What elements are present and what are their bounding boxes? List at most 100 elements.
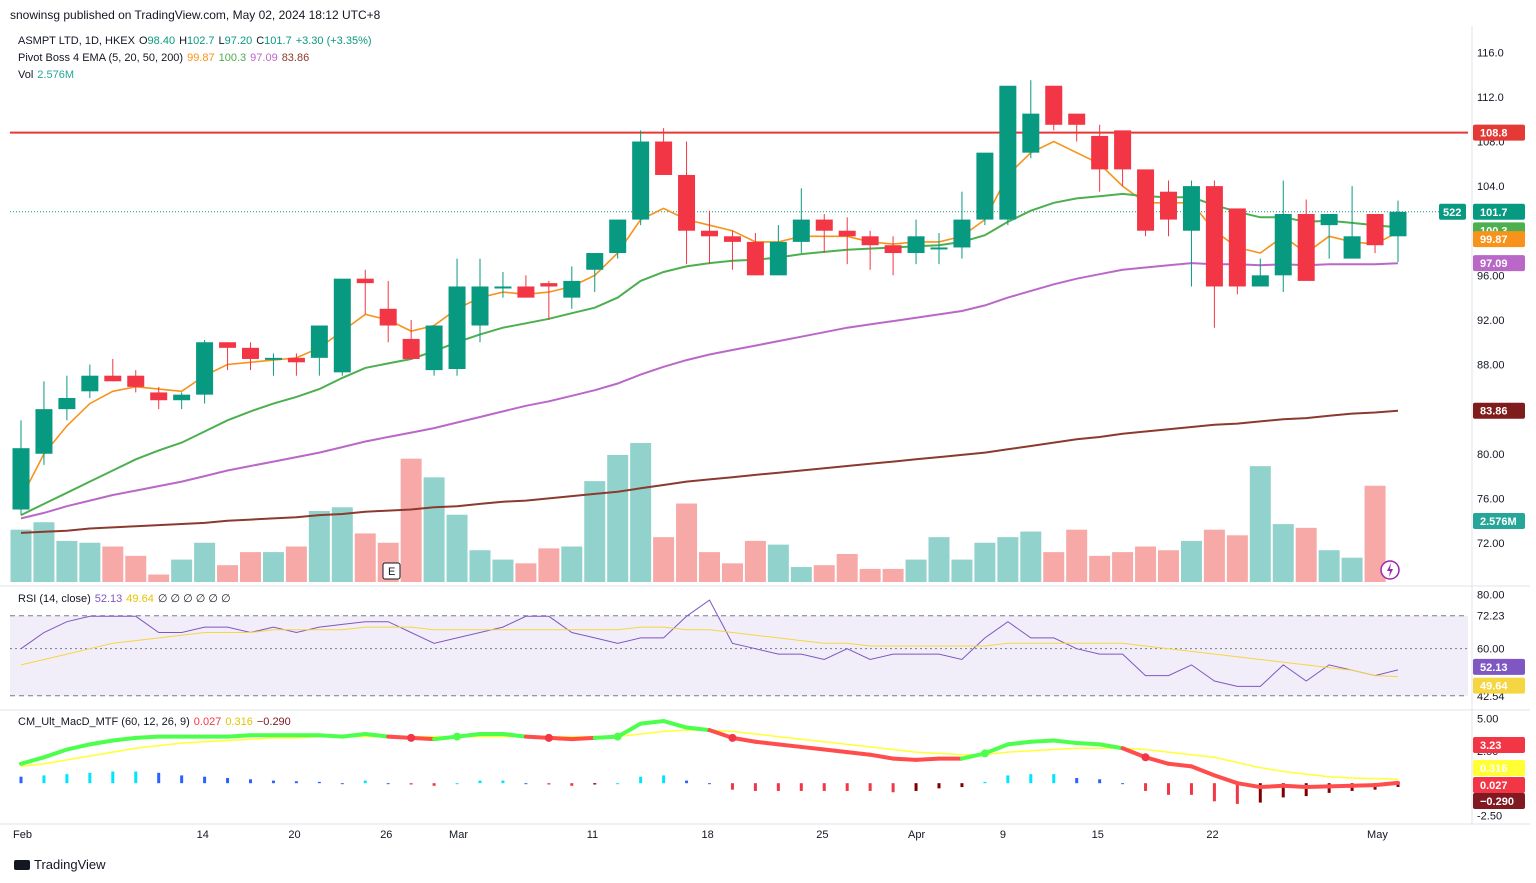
rsi-title[interactable]: RSI (14, close)	[18, 593, 91, 605]
candle-body	[701, 230, 718, 237]
candle-body	[678, 174, 696, 231]
ema200-line	[20, 409, 1399, 534]
candle-body	[1182, 186, 1200, 231]
volume-bar	[1226, 535, 1248, 582]
volume-badge: 2.576M	[1480, 516, 1517, 528]
macd-cross-dot	[980, 749, 989, 758]
rsi-value: 52.13	[94, 593, 123, 605]
candle-body	[35, 409, 53, 454]
date-tick-label: Mar	[449, 829, 468, 841]
volume-bar	[1364, 485, 1386, 582]
macd-histogram-bar	[501, 780, 505, 784]
candle-body	[1228, 208, 1246, 287]
rsi-tick-label-2: 60.00	[1477, 644, 1505, 656]
ema50-badge: 97.09	[1480, 258, 1508, 270]
candle-body	[563, 280, 581, 298]
macd-badge-b-bg	[1473, 760, 1525, 776]
macd-histogram-bar	[1098, 779, 1102, 784]
candle-body	[838, 230, 856, 237]
date-tick-label: 14	[197, 829, 209, 841]
ema200-badge: 83.86	[1480, 406, 1508, 418]
macd-histogram-bar	[249, 779, 252, 784]
vol-title[interactable]: Vol	[18, 69, 34, 81]
candle-body	[150, 392, 168, 401]
macd-histogram-bar	[432, 783, 436, 786]
volume-bar	[217, 565, 239, 582]
volume-bar	[607, 454, 629, 582]
candle-body	[1160, 191, 1177, 220]
volume-bar	[492, 559, 514, 582]
date-tick-label: 15	[1092, 829, 1104, 841]
candle-body	[815, 219, 833, 231]
macd-histogram-bar	[1258, 783, 1262, 803]
volume-bar	[1020, 531, 1042, 582]
symbol-label[interactable]: ASMPT LTD, 1D, HKEX	[18, 35, 135, 47]
price-legend: ASMPT LTD, 1D, HKEX O98.40 H102.7 L97.20 C10…	[18, 35, 376, 47]
macd-histogram-bar	[914, 783, 918, 791]
date-tick-label: 20	[288, 829, 300, 841]
candle-body	[1366, 214, 1384, 246]
macd-line-segment	[914, 756, 941, 762]
rsi-tick-label-0: 80.00	[1477, 590, 1505, 602]
volume-bar	[1341, 557, 1363, 582]
macd-histogram-bar	[593, 783, 597, 785]
macd-histogram-bar	[111, 771, 115, 784]
price-tick-label-6: 96.00	[1477, 270, 1505, 282]
macd-histogram-bar	[524, 783, 528, 785]
candle-body	[81, 375, 99, 392]
macd-histogram-bar	[386, 783, 390, 785]
macd-histogram-bar	[134, 771, 138, 784]
macd-histogram-bar	[616, 783, 620, 785]
volume-bar	[974, 542, 996, 582]
last-price-badge-bg	[1473, 203, 1525, 220]
macd-line-segment	[615, 721, 643, 739]
candle-body	[1343, 236, 1361, 259]
rsi-badge: 52.13	[1480, 662, 1508, 674]
macd-histogram-bar	[639, 776, 643, 784]
candle-body	[12, 448, 30, 510]
ema-title[interactable]: Pivot Boss 4 EMA (5, 20, 50, 200)	[18, 52, 184, 64]
candle-body	[976, 152, 994, 220]
volume-bar	[1295, 527, 1317, 582]
volume-bar	[790, 567, 812, 582]
macd-line-segment	[19, 755, 46, 766]
volume-bar	[285, 546, 307, 582]
price-tick-label-11: 116.0	[1477, 47, 1504, 59]
macd-line-segment	[500, 732, 528, 739]
volume-bar	[744, 540, 766, 582]
macd-title[interactable]: CM_Ult_MacD_MTF (60, 12, 26, 9)	[18, 716, 190, 728]
candle-body	[907, 236, 925, 254]
macd-histogram-bar	[1006, 775, 1010, 784]
macd-cross-dot	[453, 732, 462, 741]
change-value: +3.30 (+3.35%)	[295, 35, 372, 47]
high-label: H	[179, 35, 188, 47]
macd-line-segment	[707, 728, 735, 740]
volume-bar	[79, 542, 101, 582]
brand-footer: TradingView	[14, 857, 106, 872]
macd-line-segment	[41, 747, 69, 760]
macd-line-segment	[133, 734, 161, 740]
volume-bar	[538, 548, 560, 582]
date-tick-label: 25	[816, 829, 828, 841]
volume-bar	[1043, 552, 1065, 582]
candle-body	[746, 241, 764, 276]
macd-histogram-bar	[547, 783, 551, 785]
volume-bar	[1180, 540, 1202, 582]
macd-histogram-bar	[685, 780, 689, 784]
macd-cross-dot	[728, 733, 737, 742]
macd-line-segment	[317, 733, 345, 739]
macd-histogram-bar	[409, 783, 413, 785]
macd-histogram-bar	[799, 783, 803, 791]
candle-body	[1297, 214, 1315, 281]
volume-bar	[194, 542, 216, 582]
macd-line-segment	[1304, 784, 1332, 790]
macd-line-segment	[1327, 783, 1355, 789]
ema-legend: Pivot Boss 4 EMA (5, 20, 50, 200) 99.87 10…	[18, 52, 313, 64]
earnings-marker-label: E	[388, 566, 395, 578]
volume-bar	[561, 546, 583, 582]
macd-histogram-bar	[157, 772, 161, 784]
rsi-ma-line	[20, 626, 1399, 678]
macd-histogram-bar	[1304, 783, 1308, 797]
close-value: 101.7	[264, 35, 292, 47]
